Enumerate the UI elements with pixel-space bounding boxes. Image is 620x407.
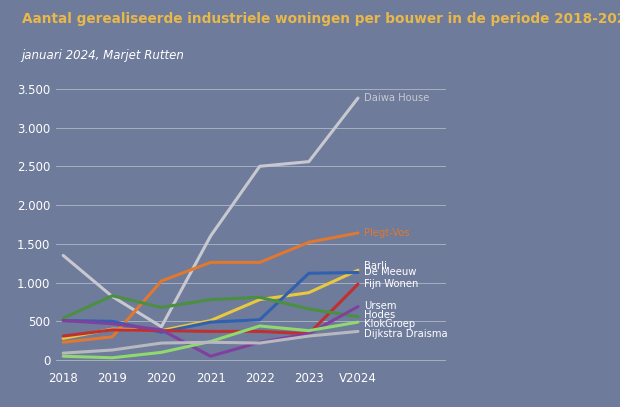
Text: januari 2024, Marjet Rutten: januari 2024, Marjet Rutten bbox=[22, 49, 185, 62]
Text: Plegt-Vos: Plegt-Vos bbox=[364, 228, 409, 238]
Text: Hodes: Hodes bbox=[364, 310, 395, 320]
Text: De Meeuw: De Meeuw bbox=[364, 267, 416, 278]
Text: Barli: Barli bbox=[364, 260, 387, 271]
Text: Daiwa House: Daiwa House bbox=[364, 93, 429, 103]
Text: Ursem: Ursem bbox=[364, 301, 396, 311]
Text: Dijkstra Draisma: Dijkstra Draisma bbox=[364, 329, 448, 339]
Text: Fijn Wonen: Fijn Wonen bbox=[364, 279, 419, 289]
Text: KlokGroep: KlokGroep bbox=[364, 319, 415, 329]
Text: Aantal gerealiseerde industriele woningen per bouwer in de periode 2018-2024: Aantal gerealiseerde industriele woninge… bbox=[22, 12, 620, 26]
